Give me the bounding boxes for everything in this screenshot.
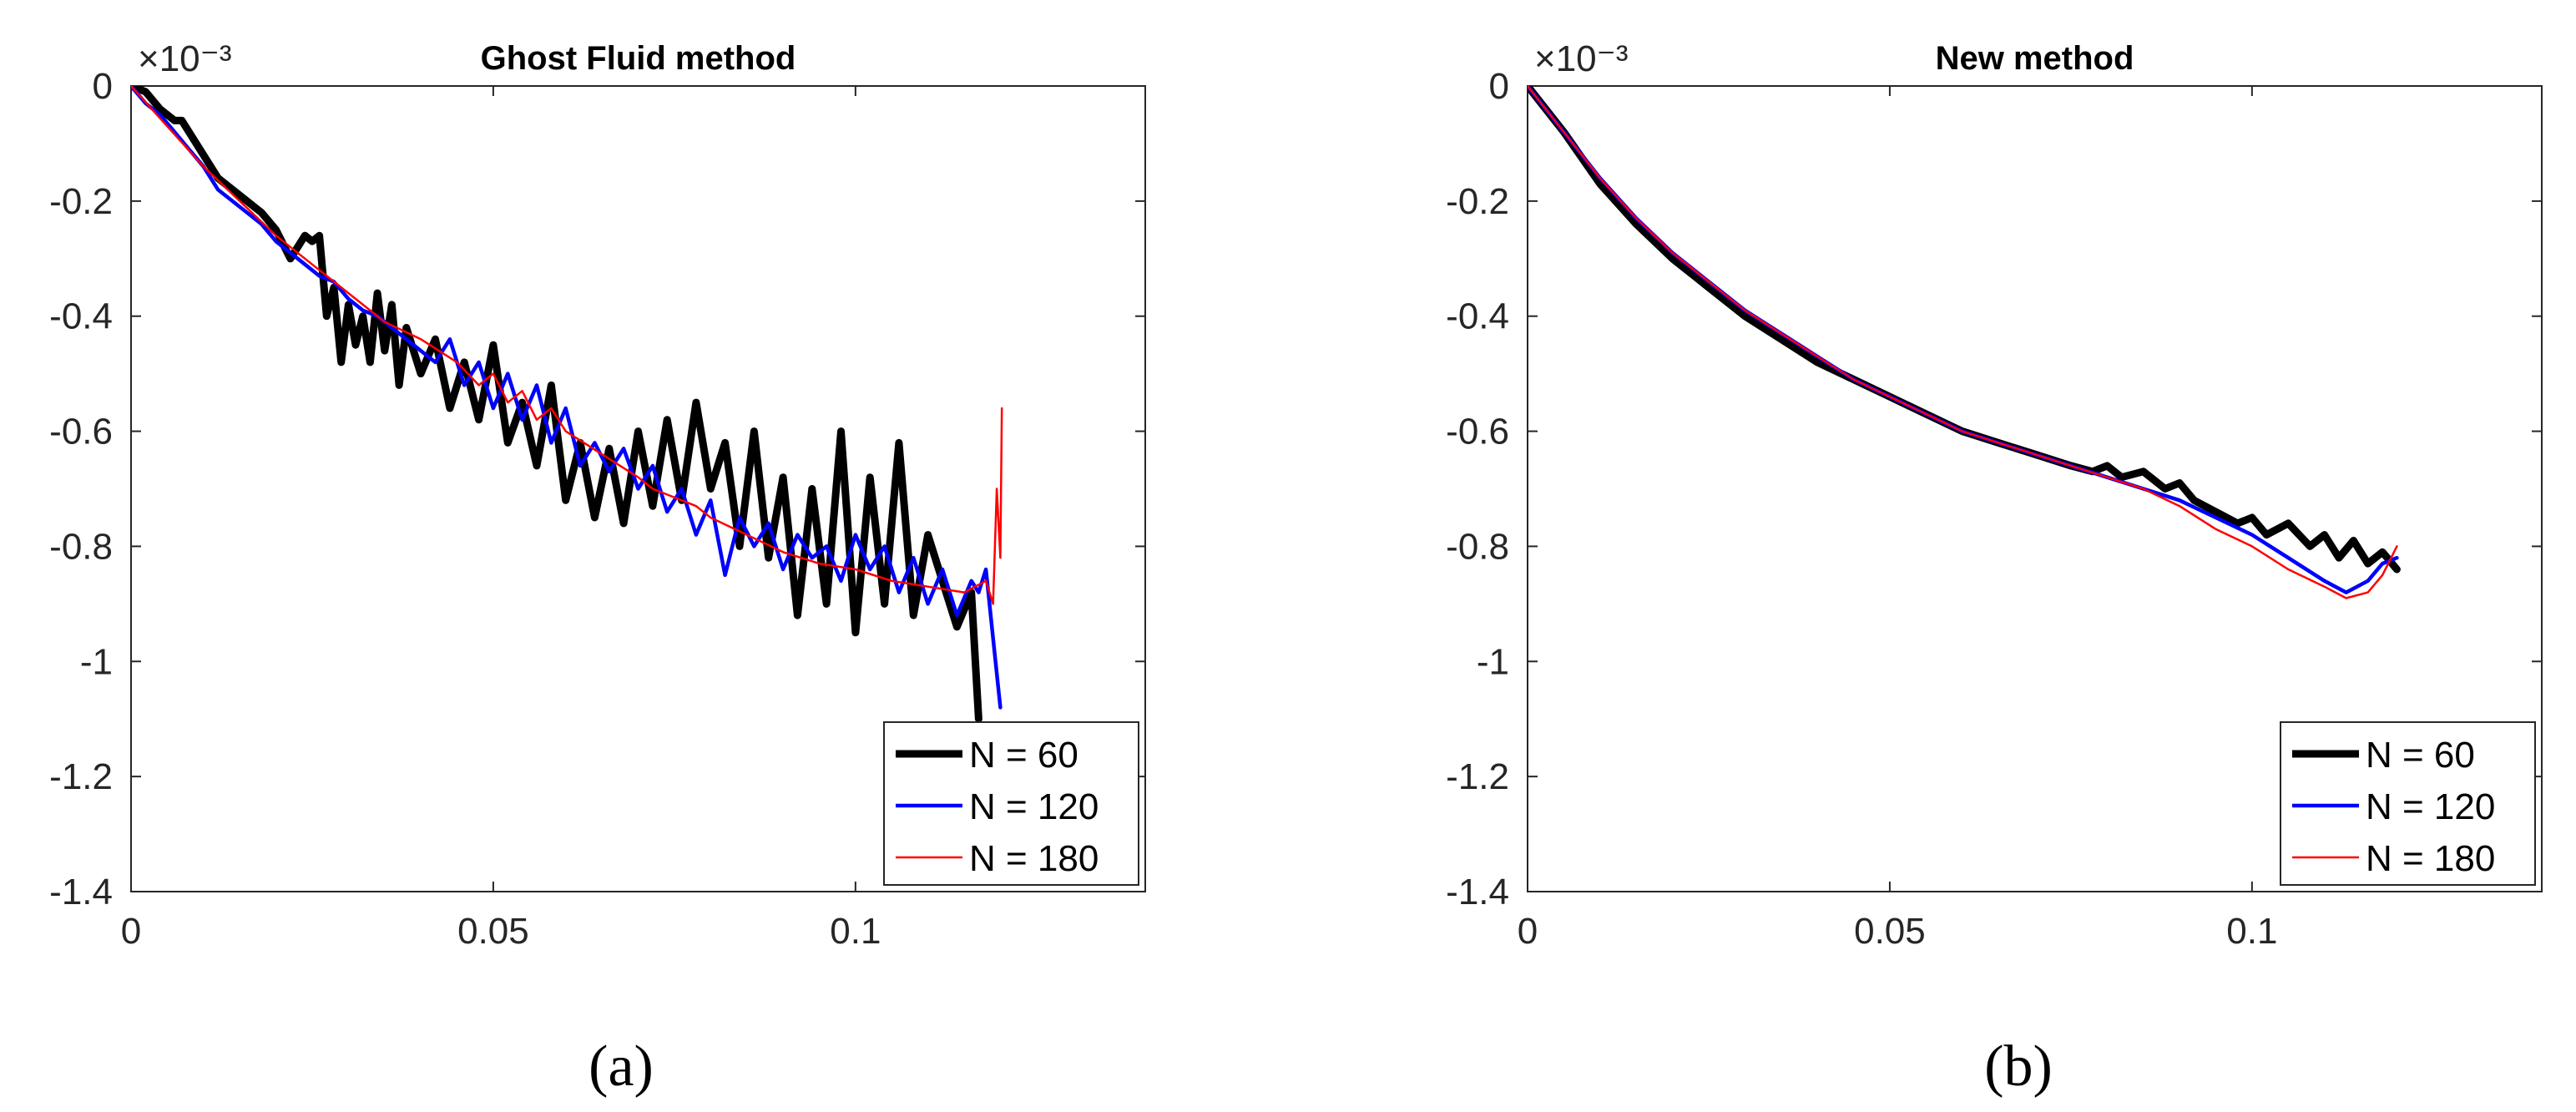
series-line-3 bbox=[1528, 86, 2398, 599]
x-tick-label: 0.05 bbox=[1854, 911, 1926, 952]
series-line-1 bbox=[1528, 86, 2401, 574]
panel-label: (a) bbox=[588, 1034, 654, 1099]
y-tick-label: -1.2 bbox=[49, 756, 113, 797]
series-line-3 bbox=[131, 86, 1003, 605]
x-tick-label: 0.1 bbox=[830, 911, 881, 952]
y-tick-label: 0 bbox=[93, 66, 113, 107]
chart-panel-2: New method ×10⁻³ 0 -0.2 -0.4 -0.6 -0.8 -1 -1.2 -1… bbox=[1446, 38, 2543, 1099]
y-tick-label: -1.4 bbox=[1446, 872, 1509, 912]
legend-label-1: N = 60 bbox=[2366, 735, 2475, 776]
series-line-2 bbox=[131, 86, 1003, 710]
y-tick-label: -1 bbox=[1477, 641, 1509, 682]
y-tick-label: -0.2 bbox=[1446, 181, 1509, 222]
x-tick-label: 0.05 bbox=[457, 911, 529, 952]
y-tick-label: -0.4 bbox=[1446, 296, 1509, 337]
panel-label: (b) bbox=[1984, 1034, 2053, 1099]
chart-panel-1: Ghost Fluid method ×10⁻³ 0 -0.2 -0.4 -0.6 -0.8… bbox=[49, 38, 1146, 1099]
x-tick-label: 0.1 bbox=[2226, 911, 2277, 952]
y-tick-label: 0 bbox=[1489, 66, 1509, 107]
y-tick-label: -1.2 bbox=[1446, 756, 1509, 797]
y-tick-label: -0.4 bbox=[49, 296, 113, 337]
y-tick-label: -1 bbox=[80, 641, 113, 682]
y-tick-label: -0.8 bbox=[1446, 526, 1509, 567]
y-tick-label: -0.8 bbox=[49, 526, 113, 567]
y-tick-label: -0.6 bbox=[49, 412, 113, 452]
x-tick-label: 0 bbox=[121, 911, 141, 952]
y-tick-label: -0.2 bbox=[49, 181, 113, 222]
legend-label-2: N = 120 bbox=[2366, 786, 2495, 827]
y-tick-label: -1.4 bbox=[49, 872, 113, 912]
x-tick-label: 0 bbox=[1518, 911, 1538, 952]
legend-label-1: N = 60 bbox=[969, 735, 1078, 776]
y-tick-label: -0.6 bbox=[1446, 412, 1509, 452]
series-group bbox=[131, 86, 1003, 723]
legend: N = 60 N = 120 N = 180 bbox=[2280, 721, 2536, 886]
legend: N = 60 N = 120 N = 180 bbox=[883, 721, 1139, 886]
series-group bbox=[1528, 86, 2401, 599]
axis-exponent: ×10⁻³ bbox=[1534, 38, 1629, 79]
axis-exponent: ×10⁻³ bbox=[138, 38, 232, 79]
chart-title: New method bbox=[1936, 40, 2134, 77]
legend-label-2: N = 120 bbox=[969, 786, 1099, 827]
series-line-1 bbox=[131, 86, 982, 723]
chart-title: Ghost Fluid method bbox=[481, 40, 796, 77]
legend-label-3: N = 180 bbox=[969, 838, 1099, 879]
legend-label-3: N = 180 bbox=[2366, 838, 2495, 879]
